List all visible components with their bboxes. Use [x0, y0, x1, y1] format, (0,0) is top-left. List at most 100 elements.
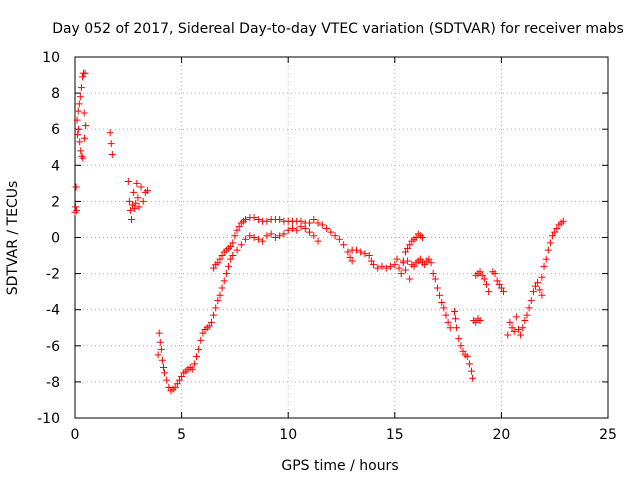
data-point	[229, 239, 237, 247]
x-tick-label: 0	[71, 427, 80, 443]
data-point	[382, 264, 390, 272]
data-point	[233, 246, 241, 254]
data-point	[314, 237, 322, 245]
data-point	[137, 183, 145, 191]
data-point	[352, 246, 360, 254]
data-point	[485, 288, 493, 296]
data-point	[534, 279, 542, 287]
data-point	[446, 324, 454, 332]
data-point	[335, 235, 343, 243]
data-point	[348, 257, 356, 265]
data-point	[306, 219, 314, 227]
data-point	[214, 297, 222, 305]
data-point	[455, 335, 463, 343]
data-point	[369, 261, 377, 269]
data-point	[73, 116, 81, 124]
data-point	[527, 297, 535, 305]
data-point	[72, 206, 80, 214]
data-point	[551, 228, 559, 236]
data-point	[399, 257, 407, 265]
y-tick-label: 6	[51, 122, 60, 138]
data-point	[259, 237, 267, 245]
data-point	[327, 228, 335, 236]
data-point	[197, 336, 205, 344]
data-point	[340, 241, 348, 249]
data-point	[436, 291, 444, 299]
data-point	[497, 284, 505, 292]
data-point	[250, 214, 258, 222]
data-point	[431, 275, 439, 283]
data-point	[71, 208, 79, 216]
data-point	[171, 383, 179, 391]
data-point	[178, 372, 186, 380]
data-point	[444, 318, 452, 326]
data-point	[357, 248, 365, 256]
data-point	[365, 252, 373, 260]
data-point	[331, 232, 339, 240]
data-point	[214, 259, 222, 267]
data-point	[476, 268, 484, 276]
data-point	[452, 315, 460, 323]
data-point	[72, 183, 80, 191]
data-point	[159, 363, 167, 371]
data-point	[130, 188, 138, 196]
data-point	[416, 255, 424, 263]
plot-frame	[74, 56, 609, 419]
data-point	[406, 275, 414, 283]
data-point	[78, 73, 86, 81]
y-tick-label: -8	[46, 375, 60, 391]
data-point	[453, 324, 461, 332]
data-point	[263, 217, 271, 225]
data-point	[76, 93, 84, 101]
data-point	[310, 232, 318, 240]
data-point	[419, 234, 427, 241]
data-point	[395, 264, 403, 272]
data-point	[425, 255, 433, 263]
data-point	[139, 197, 147, 205]
data-point	[237, 241, 245, 249]
data-point	[280, 230, 288, 238]
data-point	[229, 252, 237, 260]
data-point	[254, 235, 262, 243]
data-point	[450, 308, 458, 316]
data-point	[410, 262, 418, 270]
data-point	[81, 134, 89, 142]
data-point	[127, 215, 135, 223]
data-point	[193, 353, 201, 361]
data-point	[199, 329, 207, 337]
data-point	[397, 270, 405, 278]
data-point	[129, 201, 137, 209]
y-tick-label: -6	[46, 339, 60, 355]
data-point	[393, 255, 401, 263]
data-point	[504, 331, 512, 339]
data-point	[76, 138, 84, 146]
data-point	[207, 318, 215, 326]
data-point	[124, 178, 132, 186]
x-tick-label: 10	[279, 427, 297, 443]
data-point	[135, 203, 143, 211]
y-tick-label: -4	[46, 303, 60, 319]
data-point	[476, 317, 484, 325]
data-point	[512, 313, 520, 321]
data-point	[173, 380, 181, 388]
data-point	[510, 327, 518, 335]
data-point	[190, 360, 198, 368]
data-point	[218, 284, 226, 292]
data-point	[546, 239, 554, 247]
data-point	[378, 262, 386, 270]
data-point	[161, 369, 169, 377]
data-point	[500, 288, 508, 296]
y-axis-label: SDTVAR / TECUs	[5, 181, 21, 296]
data-point	[542, 255, 550, 263]
data-point	[412, 234, 420, 241]
data-point	[525, 304, 533, 312]
data-point	[472, 318, 480, 326]
data-point	[318, 221, 326, 229]
data-point	[538, 273, 546, 281]
y-tick-label: 8	[51, 86, 60, 102]
data-point	[134, 194, 142, 202]
data-point	[216, 255, 224, 263]
data-point	[250, 234, 258, 241]
data-point	[459, 347, 467, 355]
data-point	[367, 257, 375, 265]
